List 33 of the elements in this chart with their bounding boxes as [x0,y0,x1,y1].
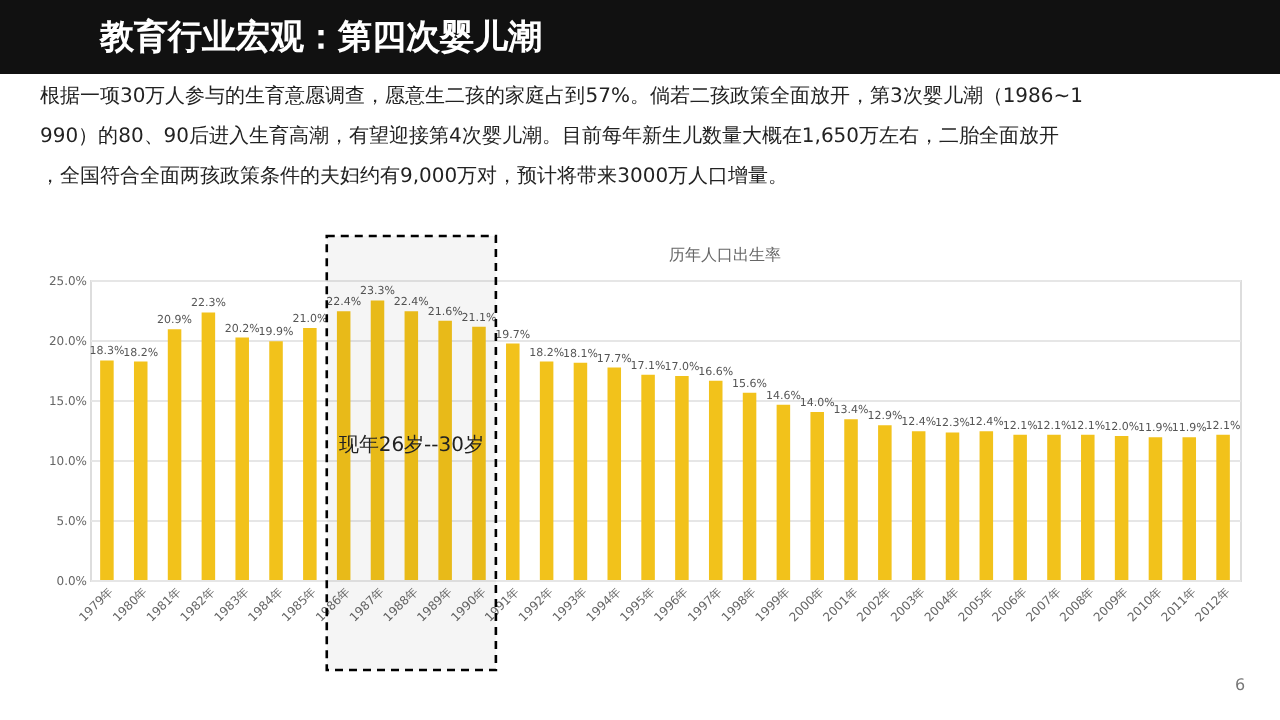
bar [641,374,655,580]
bar [675,376,689,580]
bar [1148,437,1163,580]
bar [1047,434,1061,580]
bar [979,431,994,580]
bar [506,343,520,580]
bar [708,380,723,580]
bar [878,425,892,580]
bar [607,367,622,580]
bar [133,361,148,580]
chart-subtitle: 历年人口出生率 [669,246,781,264]
bar [945,432,960,580]
bar [1013,434,1027,580]
bar [810,412,824,580]
bar [1216,434,1230,580]
bar [776,404,791,580]
bar [100,360,114,580]
text: 根据一项30万人参与的生育意愿调查，愿意生二孩的家庭占到57%。倘若二孩政策全面放开，第3次婴儿潮（1986~1990）的80、90后进入生育高潮，有望迎接第4次婴儿潮。目前每年新生儿数量大概在1,650万左右，二胎全面放开，全国符合全面两孩政策条件的夫妇约有9,000万对，预计将带来3000万人口增量。 [40,84,1084,188]
bar [911,431,926,580]
bar [539,361,554,580]
bar [1114,436,1129,580]
bar [303,328,317,580]
bar [742,392,757,580]
bar [573,362,588,580]
bar [1182,437,1197,580]
bar [1081,434,1095,580]
bar [167,329,182,580]
chart-title: 教育行业宏观：第四次婴儿潮 [98,16,542,58]
bar [844,419,858,580]
text: 6 [1234,676,1246,694]
bar [201,312,216,580]
bar [269,341,283,580]
bar [235,337,249,580]
